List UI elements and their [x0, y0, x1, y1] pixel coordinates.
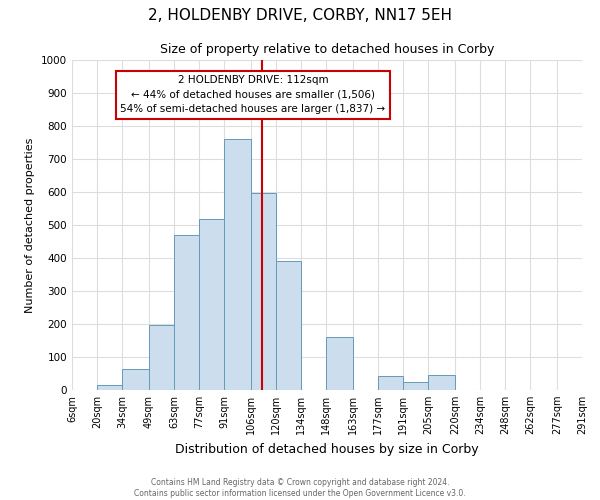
Bar — [251, 193, 276, 390]
Bar — [149, 325, 174, 390]
Bar — [326, 337, 353, 390]
Bar — [174, 235, 199, 390]
Bar — [122, 369, 149, 390]
Bar — [276, 262, 301, 390]
Bar — [428, 375, 455, 390]
Title: Size of property relative to detached houses in Corby: Size of property relative to detached ho… — [160, 43, 494, 56]
Text: 2, HOLDENBY DRIVE, CORBY, NN17 5EH: 2, HOLDENBY DRIVE, CORBY, NN17 5EH — [148, 8, 452, 22]
Bar — [224, 139, 251, 390]
Bar — [97, 385, 122, 390]
Bar — [403, 382, 428, 390]
Text: 2 HOLDENBY DRIVE: 112sqm
← 44% of detached houses are smaller (1,506)
54% of sem: 2 HOLDENBY DRIVE: 112sqm ← 44% of detach… — [121, 75, 386, 114]
Bar — [378, 376, 403, 390]
X-axis label: Distribution of detached houses by size in Corby: Distribution of detached houses by size … — [175, 442, 479, 456]
Bar — [199, 219, 224, 390]
Y-axis label: Number of detached properties: Number of detached properties — [25, 138, 35, 312]
Text: Contains HM Land Registry data © Crown copyright and database right 2024.
Contai: Contains HM Land Registry data © Crown c… — [134, 478, 466, 498]
